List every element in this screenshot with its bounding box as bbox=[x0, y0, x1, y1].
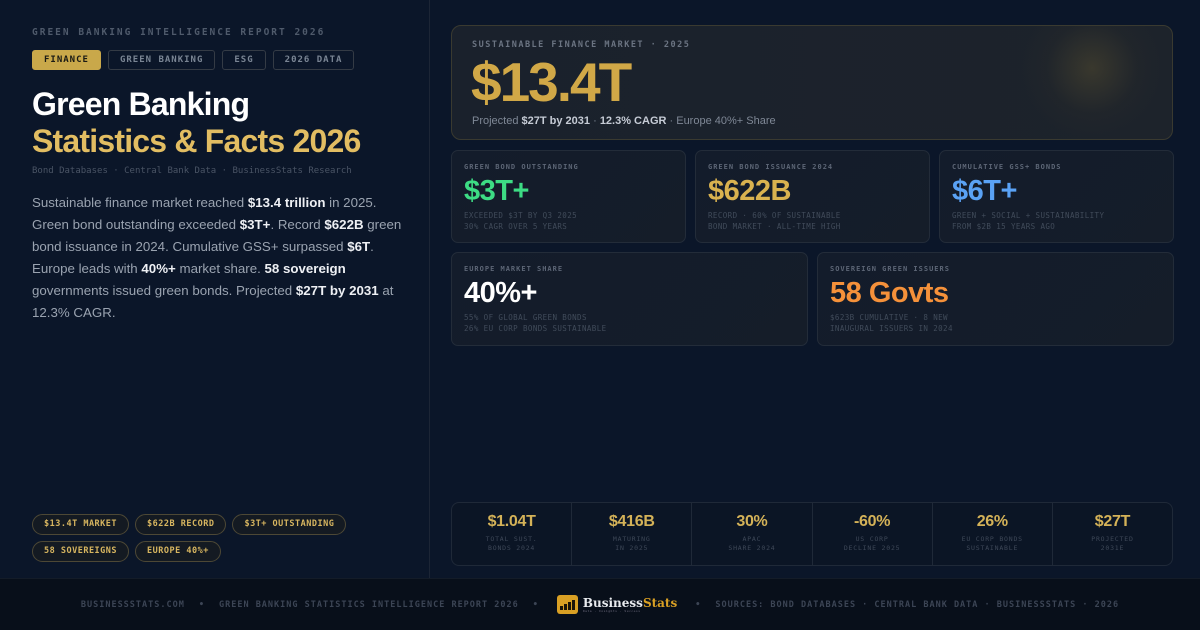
chip-record[interactable]: $622B RECORD bbox=[135, 514, 227, 535]
tag-esg[interactable]: ESG bbox=[222, 50, 266, 70]
hero-sub-cagr: 12.3% CAGR bbox=[599, 115, 667, 127]
description-text: . Europe leads with bbox=[32, 239, 374, 276]
description-text: Sustainable finance market reached bbox=[32, 195, 248, 210]
highlight-stat: $27T by 2031 bbox=[295, 283, 379, 298]
strip-label: PROJECTED 2031E bbox=[1091, 535, 1134, 552]
description-paragraph: Sustainable finance market reached $13.4… bbox=[32, 192, 412, 324]
tag-row: FINANCE GREEN BANKING ESG 2026 DATA bbox=[32, 50, 355, 70]
report-eyebrow: GREEN BANKING INTELLIGENCE REPORT 2026 bbox=[32, 27, 326, 38]
strip-cell: 26% EU CORP BONDS SUSTAINABLE bbox=[933, 503, 1053, 565]
footer-sources: SOURCES: BOND DATABASES · CENTRAL BANK D… bbox=[715, 599, 1120, 610]
card-label: CUMULATIVE GSS+ BONDS bbox=[952, 163, 1062, 171]
chip-market[interactable]: $13.4T MARKET bbox=[32, 514, 130, 535]
strip-label: APAC SHARE 2024 bbox=[728, 535, 776, 552]
chip-sovereigns[interactable]: 58 SOVEREIGNS bbox=[32, 541, 130, 562]
description-text: green bond issuance in 2024. Cumulative … bbox=[32, 217, 402, 254]
strip-value: $416B bbox=[608, 513, 655, 530]
description-text: market share. bbox=[175, 261, 265, 276]
bar-chart-icon bbox=[556, 595, 578, 614]
title-line-1: Green Banking bbox=[32, 86, 250, 122]
strip-label: EU CORP BONDS SUSTAINABLE bbox=[961, 535, 1023, 552]
left-panel: GREEN BANKING INTELLIGENCE REPORT 2026 F… bbox=[0, 0, 430, 578]
strip-value: $27T bbox=[1094, 513, 1131, 530]
strip-cell: $27T PROJECTED 2031E bbox=[1053, 503, 1172, 565]
footer-separator: • bbox=[695, 599, 702, 610]
card-note: RECORD · 60% OF SUSTAINABLE BOND MARKET ·… bbox=[708, 211, 841, 231]
strip-value: 26% bbox=[976, 513, 1008, 530]
card-value: $622B bbox=[708, 175, 791, 207]
highlight-stat: $3T+ bbox=[239, 217, 271, 232]
strip-cell: 30% APAC SHARE 2024 bbox=[692, 503, 813, 565]
highlight-stat: $13.4 trillion bbox=[247, 195, 326, 210]
hero-sub-projection: $27T by 2031 bbox=[521, 115, 591, 127]
sources-line: Bond Databases · Central Bank Data · Bus… bbox=[32, 166, 352, 176]
tag-2026-data[interactable]: 2026 DATA bbox=[272, 50, 355, 70]
footer-report-title: GREEN BANKING STATISTICS INTELLIGENCE RE… bbox=[218, 599, 519, 610]
card-label: SOVEREIGN GREEN ISSUERS bbox=[830, 265, 950, 273]
card-note: $623B CUMULATIVE · 8 NEW INAUGURAL ISSUER… bbox=[830, 313, 953, 333]
card-label: GREEN BOND OUTSTANDING bbox=[464, 163, 579, 171]
card-value: 58 Govts bbox=[830, 277, 949, 309]
businessstats-logo[interactable]: BusinessStats Data · Insights · Success bbox=[556, 595, 678, 614]
footer-site-link[interactable]: BUSINESSSTATS.COM bbox=[80, 599, 185, 610]
chip-europe[interactable]: EUROPE 40%+ bbox=[135, 541, 221, 562]
stats-strip: $1.04T TOTAL SUST. BONDS 2024 $416B MATURI… bbox=[451, 502, 1173, 566]
tag-finance[interactable]: FINANCE bbox=[32, 50, 101, 70]
strip-label: TOTAL SUST. BONDS 2024 bbox=[485, 535, 538, 552]
card-value: $6T+ bbox=[952, 175, 1017, 207]
stat-card-cumulative-gss: CUMULATIVE GSS+ BONDS $6T+ GREEN + SOCIA… bbox=[939, 150, 1174, 243]
hero-sub-suffix: · Europe 40%+ Share bbox=[666, 115, 776, 127]
strip-cell: $1.04T TOTAL SUST. BONDS 2024 bbox=[452, 503, 573, 565]
description-text: . Record bbox=[270, 217, 325, 232]
hero-value: $13.4T bbox=[471, 51, 632, 113]
hero-sub-sep: · bbox=[590, 115, 600, 127]
footer: BUSINESSSTATS.COM • GREEN BANKING STATIS… bbox=[0, 578, 1200, 630]
strip-cell: $416B MATURING IN 2025 bbox=[572, 503, 693, 565]
card-note: GREEN + SOCIAL + SUSTAINABILITY FROM $2B … bbox=[952, 211, 1105, 231]
hero-subtext: Projected $27T by 2031 · 12.3% CAGR · Eu… bbox=[472, 115, 776, 127]
strip-label: MATURING IN 2025 bbox=[612, 535, 651, 552]
stat-card-sovereign-issuers: SOVEREIGN GREEN ISSUERS 58 Govts $623B C… bbox=[817, 252, 1174, 346]
footer-separator: • bbox=[532, 599, 539, 610]
card-note: EXCEEDED $3T BY Q3 2025 30% CAGR OVER 5 Y… bbox=[464, 211, 578, 231]
footer-separator: • bbox=[198, 599, 205, 610]
tag-green-banking[interactable]: GREEN BANKING bbox=[107, 50, 216, 70]
card-label: GREEN BOND ISSUANCE 2024 bbox=[708, 163, 834, 171]
stat-card-green-bond-outstanding: GREEN BOND OUTSTANDING $3T+ EXCEEDED $3T… bbox=[451, 150, 686, 243]
card-value: $3T+ bbox=[464, 175, 529, 207]
title-line-2: Statistics & Facts 2026 bbox=[32, 123, 361, 159]
hero-sub-prefix: Projected bbox=[472, 115, 522, 127]
card-label: EUROPE MARKET SHARE bbox=[464, 265, 564, 273]
highlight-stat: $622B bbox=[324, 217, 364, 232]
stat-card-europe-share: EUROPE MARKET SHARE 40%+ 55% OF GLOBAL G… bbox=[451, 252, 808, 346]
description-text: in 2025. Green bond outstanding exceeded bbox=[32, 195, 377, 232]
description-text: governments issued green bonds. Projecte… bbox=[32, 283, 296, 298]
hero-label: SUSTAINABLE FINANCE MARKET · 2025 bbox=[472, 40, 691, 50]
highlight-stat: 58 sovereign bbox=[264, 261, 346, 276]
highlight-stat: $6T bbox=[347, 239, 371, 254]
strip-label: US CORP DECLINE 2025 bbox=[843, 535, 901, 552]
hero-card: SUSTAINABLE FINANCE MARKET · 2025 $13.4T… bbox=[451, 25, 1173, 140]
strip-value: 30% bbox=[736, 513, 768, 530]
card-note: 55% OF GLOBAL GREEN BONDS 26% EU CORP BON… bbox=[464, 313, 607, 333]
card-value: 40%+ bbox=[464, 277, 537, 309]
page-title: Green Banking Statistics & Facts 2026 bbox=[32, 86, 361, 160]
logo-wordmark: BusinessStats bbox=[582, 595, 678, 610]
strip-value: $1.04T bbox=[487, 513, 536, 530]
logo-tagline: Data · Insights · Success bbox=[582, 608, 641, 613]
stat-card-green-bond-issuance: GREEN BOND ISSUANCE 2024 $622B RECORD · … bbox=[695, 150, 930, 243]
chip-row: $13.4T MARKET $622B RECORD $3T+ OUTSTAND… bbox=[32, 514, 412, 562]
description-text: at 12.3% CAGR. bbox=[32, 283, 394, 320]
highlight-stat: 40%+ bbox=[141, 261, 176, 276]
chip-outstanding[interactable]: $3T+ OUTSTANDING bbox=[232, 514, 347, 535]
strip-cell: -60% US CORP DECLINE 2025 bbox=[813, 503, 933, 565]
strip-value: -60% bbox=[854, 513, 891, 530]
